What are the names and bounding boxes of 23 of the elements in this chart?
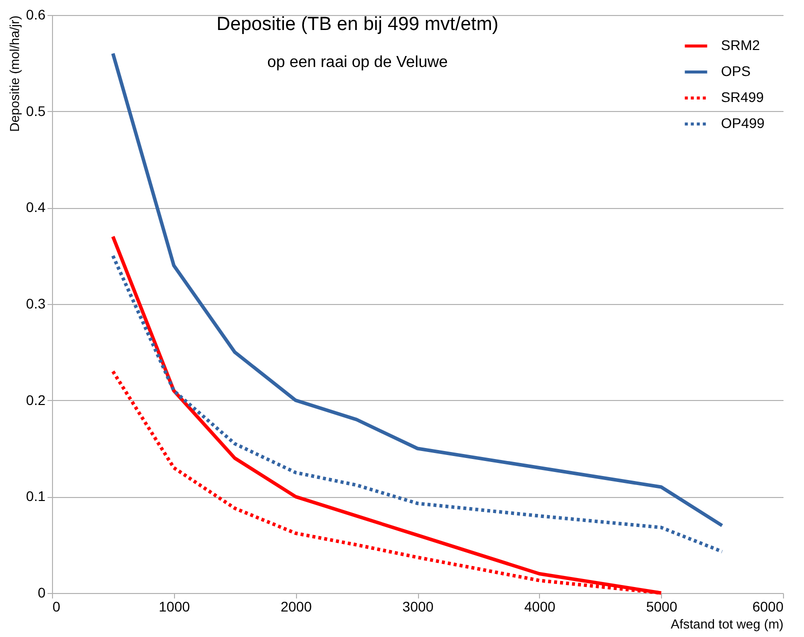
legend-label: SR499: [721, 89, 764, 105]
y-tick-label: 0.2: [26, 392, 46, 408]
line-series: [111, 254, 724, 554]
x-tick-label: 2000: [280, 598, 312, 614]
y-tick-label: 0: [38, 584, 46, 600]
x-axis-title: Afstand tot weg (m): [670, 616, 784, 632]
chart-title: Depositie (TB en bij 499 mvt/etm): [216, 14, 498, 35]
y-tick-label: 0.3: [26, 296, 46, 312]
x-tick-label: 6000: [752, 598, 784, 614]
y-tick-label: 0.5: [26, 102, 46, 119]
legend-label: OPS: [721, 63, 751, 79]
legend-label: SRM2: [721, 37, 760, 53]
text: op een raai op de Veluwe: [267, 54, 448, 71]
x-tick-label: 3000: [402, 598, 434, 614]
x-tick-label: 1000: [158, 598, 190, 614]
x-tick-label: 0: [52, 598, 60, 614]
y-tick-label: 0.1: [26, 488, 46, 504]
x-tick-label: 4000: [524, 598, 556, 614]
x-tick-label: 5000: [646, 598, 678, 614]
y-axis-title: Depositie (mol/ha/jr): [7, 16, 22, 132]
legend-label: OP499: [721, 115, 765, 131]
y-tick-label: 0.6: [26, 6, 46, 22]
y-tick-label: 0.4: [26, 199, 46, 216]
